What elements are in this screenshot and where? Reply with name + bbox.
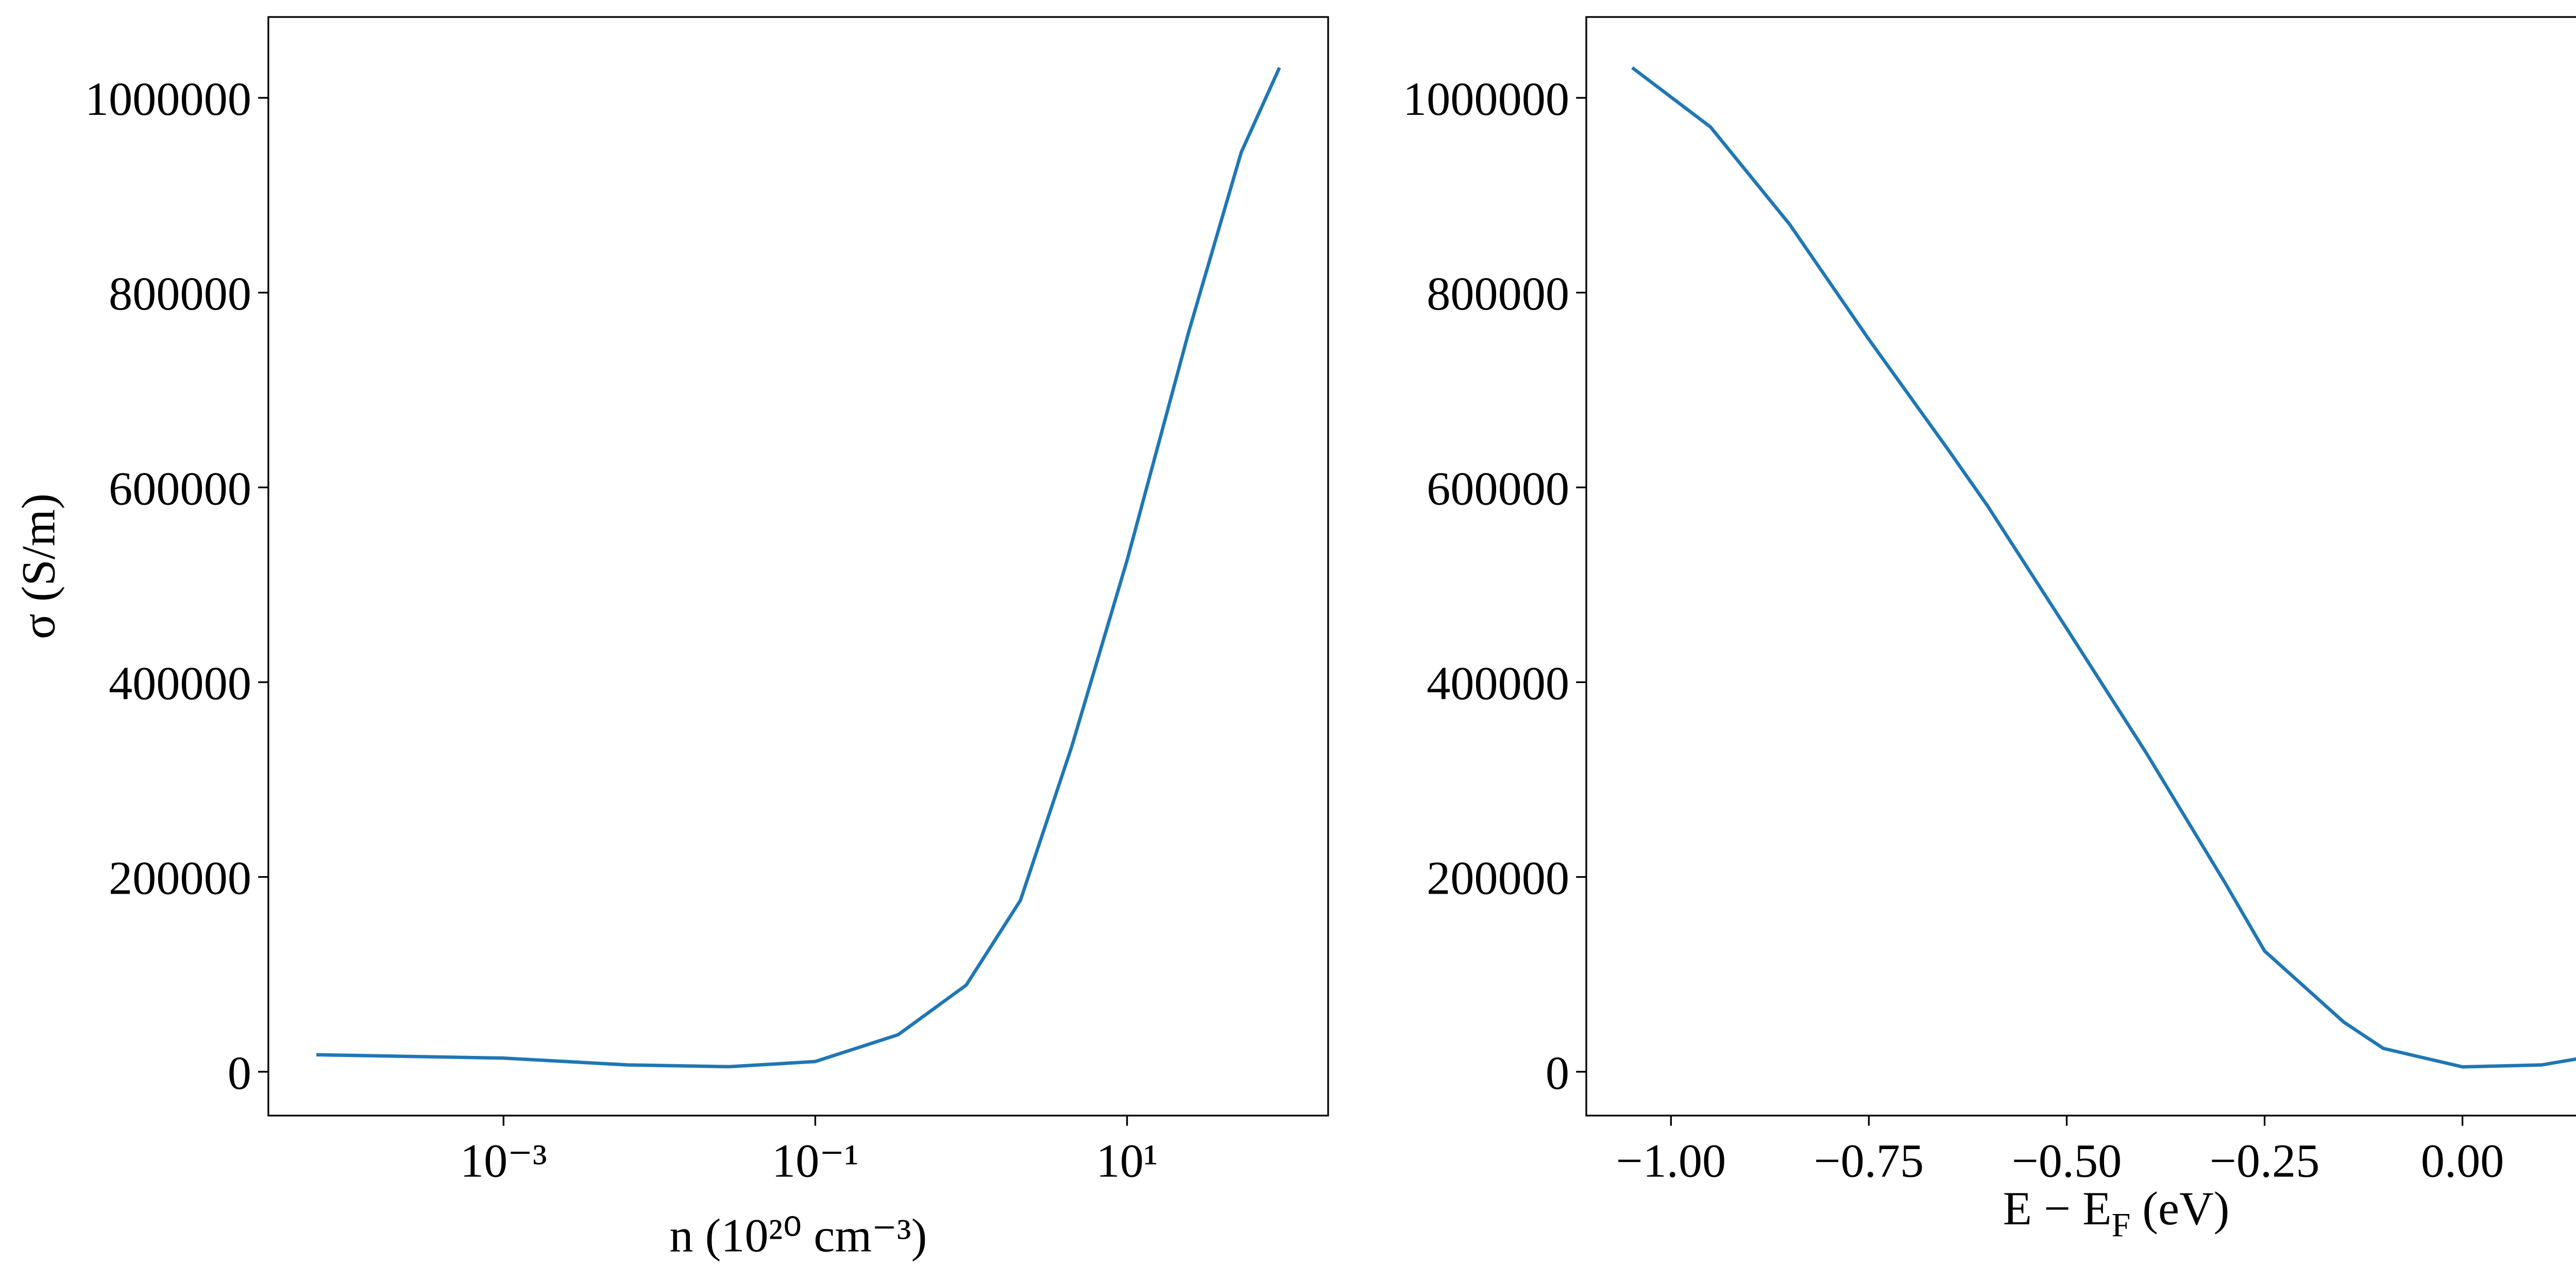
x-tick-label: −1.00 [1616,1135,1726,1187]
x-axis-label-part: E − E [2003,1182,2112,1235]
x-tick-label: −0.75 [1814,1135,1924,1187]
y-tick-label: 200000 [1427,852,1569,904]
y-tick-label: 400000 [109,657,251,709]
y-tick-label: 200000 [109,852,251,904]
x-tick-label: −0.25 [2210,1135,2320,1187]
y-axis-label: σ (S/m) [12,493,64,639]
y-tick-label: 0 [1546,1047,1569,1099]
y-tick-label: 800000 [109,267,251,320]
line-series [1631,66,2576,1069]
plot-frame [1585,16,2576,1117]
x-tick-label: 10⁻³ [460,1135,547,1187]
x-tick-label: 10⁻¹ [772,1135,859,1187]
x-axis-label-part: F [2112,1206,2131,1244]
y-tick-label: 600000 [109,462,251,515]
x-tick-label: 10¹ [1096,1135,1158,1187]
plot-frame [267,16,1329,1117]
x-axis-label: E − EF (eV) [2003,1182,2230,1244]
y-tick-label: 800000 [1427,267,1569,320]
y-tick-label: 1000000 [1403,73,1569,125]
x-axis-label: n (10²⁰ cm⁻³) [669,1209,927,1262]
x-axis-label-part: (eV) [2130,1182,2229,1235]
line-series [316,66,1281,1069]
x-tick-label: −0.50 [2012,1135,2122,1187]
y-tick-label: 1000000 [85,73,251,125]
y-tick-label: 600000 [1427,462,1569,515]
x-tick-label: 0.00 [2421,1135,2504,1187]
y-tick-label: 0 [228,1047,251,1099]
y-tick-label: 400000 [1427,657,1569,709]
